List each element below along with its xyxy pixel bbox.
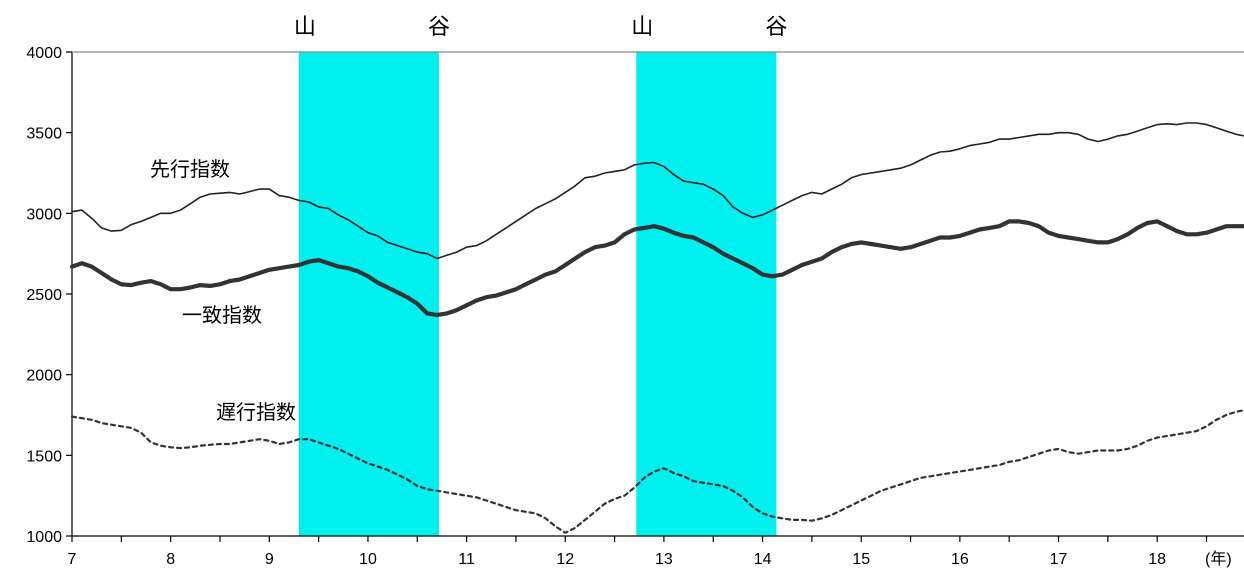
- y-tick-label: 2500: [26, 287, 62, 304]
- y-axis-ticks: 1000 1500 2000 2500 3000 3500 4000: [26, 45, 72, 546]
- x-tick-label: 11: [458, 551, 475, 568]
- x-axis-ticks: 7 8 9 10 11 12 13 14 15 16 17 18: [68, 536, 1208, 568]
- series-layer: [69, 122, 1244, 534]
- y-tick-label: 2000: [26, 368, 62, 385]
- series-label-3: 遅行指数: [216, 401, 296, 424]
- band-end-label-1: 谷: [428, 14, 450, 39]
- shaded-period-1: [298, 52, 439, 536]
- series-line-2: [69, 219, 1244, 318]
- y-tick-label: 4000: [26, 45, 62, 62]
- x-tick-label: 15: [852, 551, 870, 568]
- x-axis-unit-label: (年): [1205, 550, 1232, 568]
- x-tick-label: 18: [1148, 551, 1166, 568]
- x-tick-label: 10: [359, 551, 377, 568]
- series-label-1: 先行指数: [150, 158, 230, 181]
- y-tick-label: 3000: [26, 206, 62, 223]
- series-line-1: [71, 122, 1244, 260]
- y-tick-label: 1500: [26, 448, 62, 465]
- series-line-3: [70, 409, 1244, 534]
- band-end-label-2: 谷: [765, 14, 787, 39]
- x-tick-label: 9: [265, 551, 274, 568]
- x-tick-label: 13: [655, 551, 673, 568]
- y-tick-label: 3500: [26, 126, 62, 143]
- x-tick-label: 12: [556, 551, 574, 568]
- y-tick-label: 1000: [26, 529, 62, 546]
- shaded-periods: [298, 52, 777, 536]
- x-tick-label: 8: [166, 551, 175, 568]
- band-start-label-2: 山: [631, 14, 653, 39]
- x-tick-label: 14: [754, 551, 772, 568]
- shaded-period-2: [636, 52, 777, 536]
- x-tick-label: 7: [68, 551, 77, 568]
- band-start-label-1: 山: [294, 14, 316, 39]
- x-tick-label: 16: [951, 551, 969, 568]
- x-tick-label: 17: [1050, 551, 1068, 568]
- series-label-2: 一致指数: [182, 304, 262, 327]
